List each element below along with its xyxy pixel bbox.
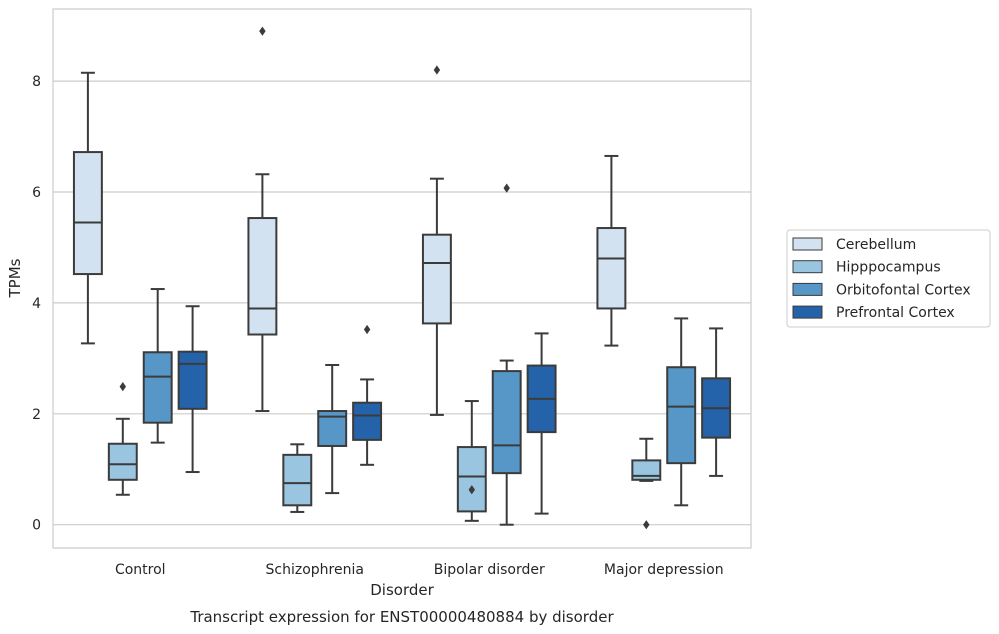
series-cerebellum <box>72 26 627 416</box>
box <box>317 364 348 495</box>
box <box>352 324 383 466</box>
box-body <box>247 217 278 336</box>
box-body <box>72 151 103 276</box>
legend-item: Prefrontal Cortex <box>792 305 955 321</box>
legend-swatch <box>792 260 823 274</box>
legend-item: Cerebellum <box>792 237 916 253</box>
legend-swatch <box>792 305 823 319</box>
y-axis-label: TPMs <box>6 258 24 298</box>
box <box>701 327 732 477</box>
box-body <box>352 401 383 441</box>
legend-frame <box>786 229 991 328</box>
box-body <box>596 227 627 310</box>
series-orbitofontal-cortex <box>142 183 697 526</box>
box <box>666 317 697 507</box>
outlier-point <box>363 324 371 335</box>
x-tick-label: Major depression <box>604 562 724 578</box>
y-tick-labels: 0 2 4 6 8 <box>32 74 41 534</box>
box <box>282 443 313 513</box>
plot-frame <box>52 8 752 549</box>
box <box>72 71 103 345</box>
outlier-point <box>259 26 266 36</box>
box <box>456 400 487 522</box>
box-body <box>107 442 138 481</box>
box <box>421 65 452 416</box>
box <box>526 332 557 515</box>
box <box>596 154 627 347</box>
outlier-point <box>433 65 441 75</box>
y-tick-label: 8 <box>32 74 41 90</box>
outlier-point <box>643 520 650 530</box>
series-prefrontal-cortex <box>177 305 732 515</box>
box <box>142 288 173 444</box>
legend-label: Cerebellum <box>836 237 916 253</box>
x-tick-label: Schizophrenia <box>266 562 364 578</box>
box-plot-series <box>72 26 732 530</box>
x-tick-labels: Control Schizophrenia Bipolar disorder Majo… <box>115 562 724 578</box>
legend-item: Orbitofontal Cortex <box>792 282 971 298</box>
y-tick-label: 6 <box>32 185 41 201</box>
box <box>247 26 278 413</box>
outlier-point <box>503 183 510 193</box>
legend: Cerebellum Hipppocampus Orbitofontal Corte… <box>786 229 991 328</box>
chart-caption: Transcript expression for ENST0000048088… <box>189 608 614 626</box>
x-tick-label: Bipolar disorder <box>434 562 545 578</box>
legend-item: Hipppocampus <box>792 260 941 276</box>
x-axis-label: Disorder <box>370 581 434 599</box>
box <box>177 305 208 474</box>
legend-swatch <box>792 237 823 251</box>
legend-swatch <box>792 282 823 296</box>
box <box>491 183 522 526</box>
box-body <box>491 370 522 475</box>
series-hipppocampus <box>107 382 662 530</box>
outlier-point <box>468 485 476 495</box>
legend-label: Hipppocampus <box>836 260 941 276</box>
box-body <box>142 351 173 424</box>
box-body <box>421 233 452 325</box>
y-tick-label: 2 <box>32 407 41 423</box>
outlier-point <box>119 382 127 392</box>
box-body <box>456 446 487 513</box>
y-tick-label: 4 <box>32 296 41 312</box>
y-tick-label: 0 <box>32 518 41 534</box>
box <box>631 437 662 530</box>
x-tick-label: Control <box>115 562 166 578</box>
legend-label: Orbitofontal Cortex <box>836 282 971 298</box>
box-body <box>282 453 313 507</box>
legend-label: Prefrontal Cortex <box>836 305 955 321</box>
box-body <box>666 366 697 465</box>
box-body <box>177 350 208 410</box>
box <box>107 382 138 496</box>
